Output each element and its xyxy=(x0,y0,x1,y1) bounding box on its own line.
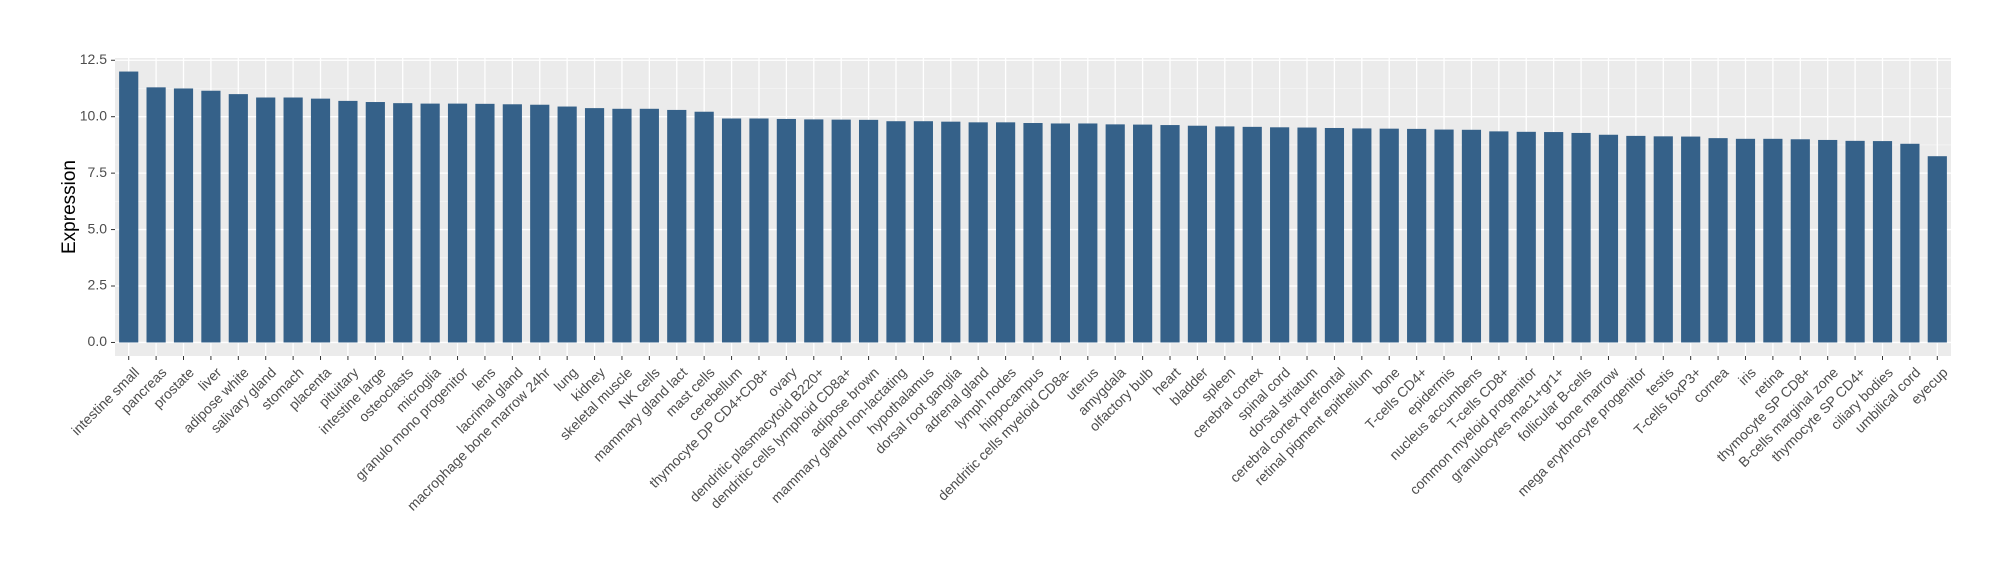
bar xyxy=(1735,138,1756,343)
bar xyxy=(1845,140,1865,343)
bar xyxy=(1379,128,1399,343)
bar xyxy=(1818,139,1838,343)
bar xyxy=(557,106,577,343)
bar xyxy=(1763,138,1783,343)
bar xyxy=(1434,129,1454,343)
bar xyxy=(1160,125,1180,343)
bar xyxy=(612,108,632,343)
bar xyxy=(338,100,358,343)
bar xyxy=(1297,127,1317,343)
bar xyxy=(1242,126,1262,343)
bar xyxy=(146,87,166,343)
bar xyxy=(694,111,714,343)
bar xyxy=(1461,129,1482,343)
y-tick-label: 2.5 xyxy=(88,277,108,293)
bar xyxy=(1571,132,1591,343)
bar xyxy=(721,118,742,343)
bar xyxy=(1516,131,1536,343)
bar xyxy=(530,104,550,343)
y-tick-label: 12.5 xyxy=(80,51,107,67)
bar xyxy=(941,121,961,343)
bar xyxy=(584,108,605,343)
bar xyxy=(996,122,1016,343)
bar xyxy=(393,103,413,343)
bar xyxy=(1681,136,1701,343)
bar xyxy=(1270,127,1290,343)
bar xyxy=(1489,131,1509,343)
bar xyxy=(1050,123,1070,343)
bar xyxy=(447,103,468,343)
bar xyxy=(886,121,906,343)
bar xyxy=(639,108,659,343)
bar xyxy=(173,88,194,343)
y-tick-label: 0.0 xyxy=(88,333,108,349)
y-tick-label: 7.5 xyxy=(88,164,108,180)
bar xyxy=(1653,136,1673,343)
bar xyxy=(283,97,303,343)
bar xyxy=(475,103,495,343)
bar xyxy=(1352,128,1372,343)
bar xyxy=(1598,134,1619,343)
bar xyxy=(804,119,824,343)
bar xyxy=(1900,143,1920,343)
bar xyxy=(1407,128,1427,343)
bar xyxy=(1215,126,1235,343)
bar xyxy=(1626,135,1646,343)
y-axis-title: Expression xyxy=(59,160,80,254)
bar xyxy=(831,119,851,343)
bar xyxy=(310,98,331,343)
bar xyxy=(667,109,687,343)
bar xyxy=(201,90,221,343)
bar xyxy=(1544,132,1564,343)
bar xyxy=(502,104,522,343)
bar xyxy=(913,121,933,343)
bar xyxy=(1872,141,1893,343)
bar xyxy=(119,71,139,343)
bar xyxy=(228,94,248,343)
bar xyxy=(420,103,440,343)
bar xyxy=(1708,138,1728,343)
bar xyxy=(1187,125,1208,343)
bar xyxy=(858,119,879,343)
bar xyxy=(1105,124,1125,343)
bar xyxy=(749,118,769,343)
bar xyxy=(1927,156,1947,343)
y-tick-label: 5.0 xyxy=(88,220,108,236)
bar xyxy=(1324,127,1345,343)
bar xyxy=(1133,124,1153,343)
bar xyxy=(776,118,796,343)
bar xyxy=(1078,123,1098,343)
bar xyxy=(1790,139,1810,343)
bar xyxy=(968,122,988,343)
bar xyxy=(365,102,385,343)
bar xyxy=(1023,123,1043,343)
y-tick-label: 10.0 xyxy=(80,107,107,123)
bar xyxy=(256,97,276,343)
